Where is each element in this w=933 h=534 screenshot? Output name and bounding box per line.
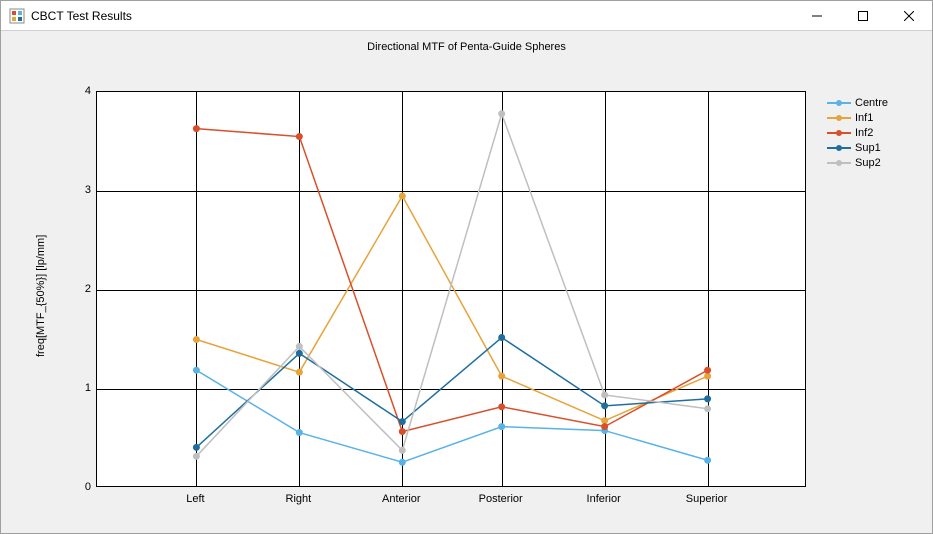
app-icon	[9, 8, 25, 24]
x-tick-label: Left	[186, 493, 204, 505]
y-tick-label: 0	[61, 481, 91, 493]
gridline-v	[708, 92, 709, 486]
y-axis-label: freq[MTF_{50%}] [lp/mm]	[35, 217, 47, 357]
series-line	[196, 338, 707, 448]
titlebar: CBCT Test Results	[1, 1, 932, 31]
chart-title: Directional MTF of Penta-Guide Spheres	[1, 41, 932, 53]
legend-swatch-marker	[836, 130, 842, 136]
maximize-button[interactable]	[840, 1, 886, 31]
plot-region	[96, 91, 806, 487]
gridline-v	[402, 92, 403, 486]
legend-swatch-line	[827, 162, 851, 164]
legend-item: Inf2	[827, 125, 888, 140]
gridline-v	[502, 92, 503, 486]
legend-swatch-marker	[836, 100, 842, 106]
gridline-h	[97, 389, 805, 390]
legend-item: Centre	[827, 95, 888, 110]
legend-label: Inf1	[855, 112, 873, 124]
y-tick-label: 4	[61, 85, 91, 97]
legend-item: Inf1	[827, 110, 888, 125]
legend-swatch-line	[827, 132, 851, 134]
series-line	[196, 196, 707, 421]
close-button[interactable]	[886, 1, 932, 31]
minimize-button[interactable]	[794, 1, 840, 31]
window-title: CBCT Test Results	[31, 9, 132, 23]
legend-swatch-line	[827, 147, 851, 149]
y-tick-label: 2	[61, 283, 91, 295]
gridline-h	[97, 290, 805, 291]
gridline-v	[196, 92, 197, 486]
series-line	[196, 370, 707, 462]
legend-item: Sup2	[827, 155, 888, 170]
series-line	[196, 129, 707, 432]
gridline-v	[605, 92, 606, 486]
x-tick-label: Right	[286, 493, 312, 505]
legend-label: Centre	[855, 97, 888, 109]
gridline-h	[97, 191, 805, 192]
legend-label: Inf2	[855, 127, 873, 139]
x-tick-label: Superior	[686, 493, 728, 505]
legend-label: Sup2	[855, 157, 881, 169]
y-tick-label: 1	[61, 382, 91, 394]
gridline-v	[299, 92, 300, 486]
legend-swatch-marker	[836, 115, 842, 121]
x-tick-label: Inferior	[587, 493, 621, 505]
legend-swatch-marker	[836, 160, 842, 166]
chart-area: Directional MTF of Penta-Guide Spheres f…	[1, 31, 932, 533]
legend-swatch-marker	[836, 145, 842, 151]
x-tick-label: Posterior	[479, 493, 523, 505]
legend-swatch-line	[827, 117, 851, 119]
x-tick-label: Anterior	[382, 493, 421, 505]
app-window: CBCT Test Results Directional MTF of Pen…	[0, 0, 933, 534]
legend: Centre Inf1 Inf2 Sup1 Sup2	[827, 95, 888, 170]
legend-item: Sup1	[827, 140, 888, 155]
y-tick-label: 3	[61, 184, 91, 196]
legend-label: Sup1	[855, 142, 881, 154]
legend-swatch-line	[827, 102, 851, 104]
series-line	[196, 114, 707, 457]
